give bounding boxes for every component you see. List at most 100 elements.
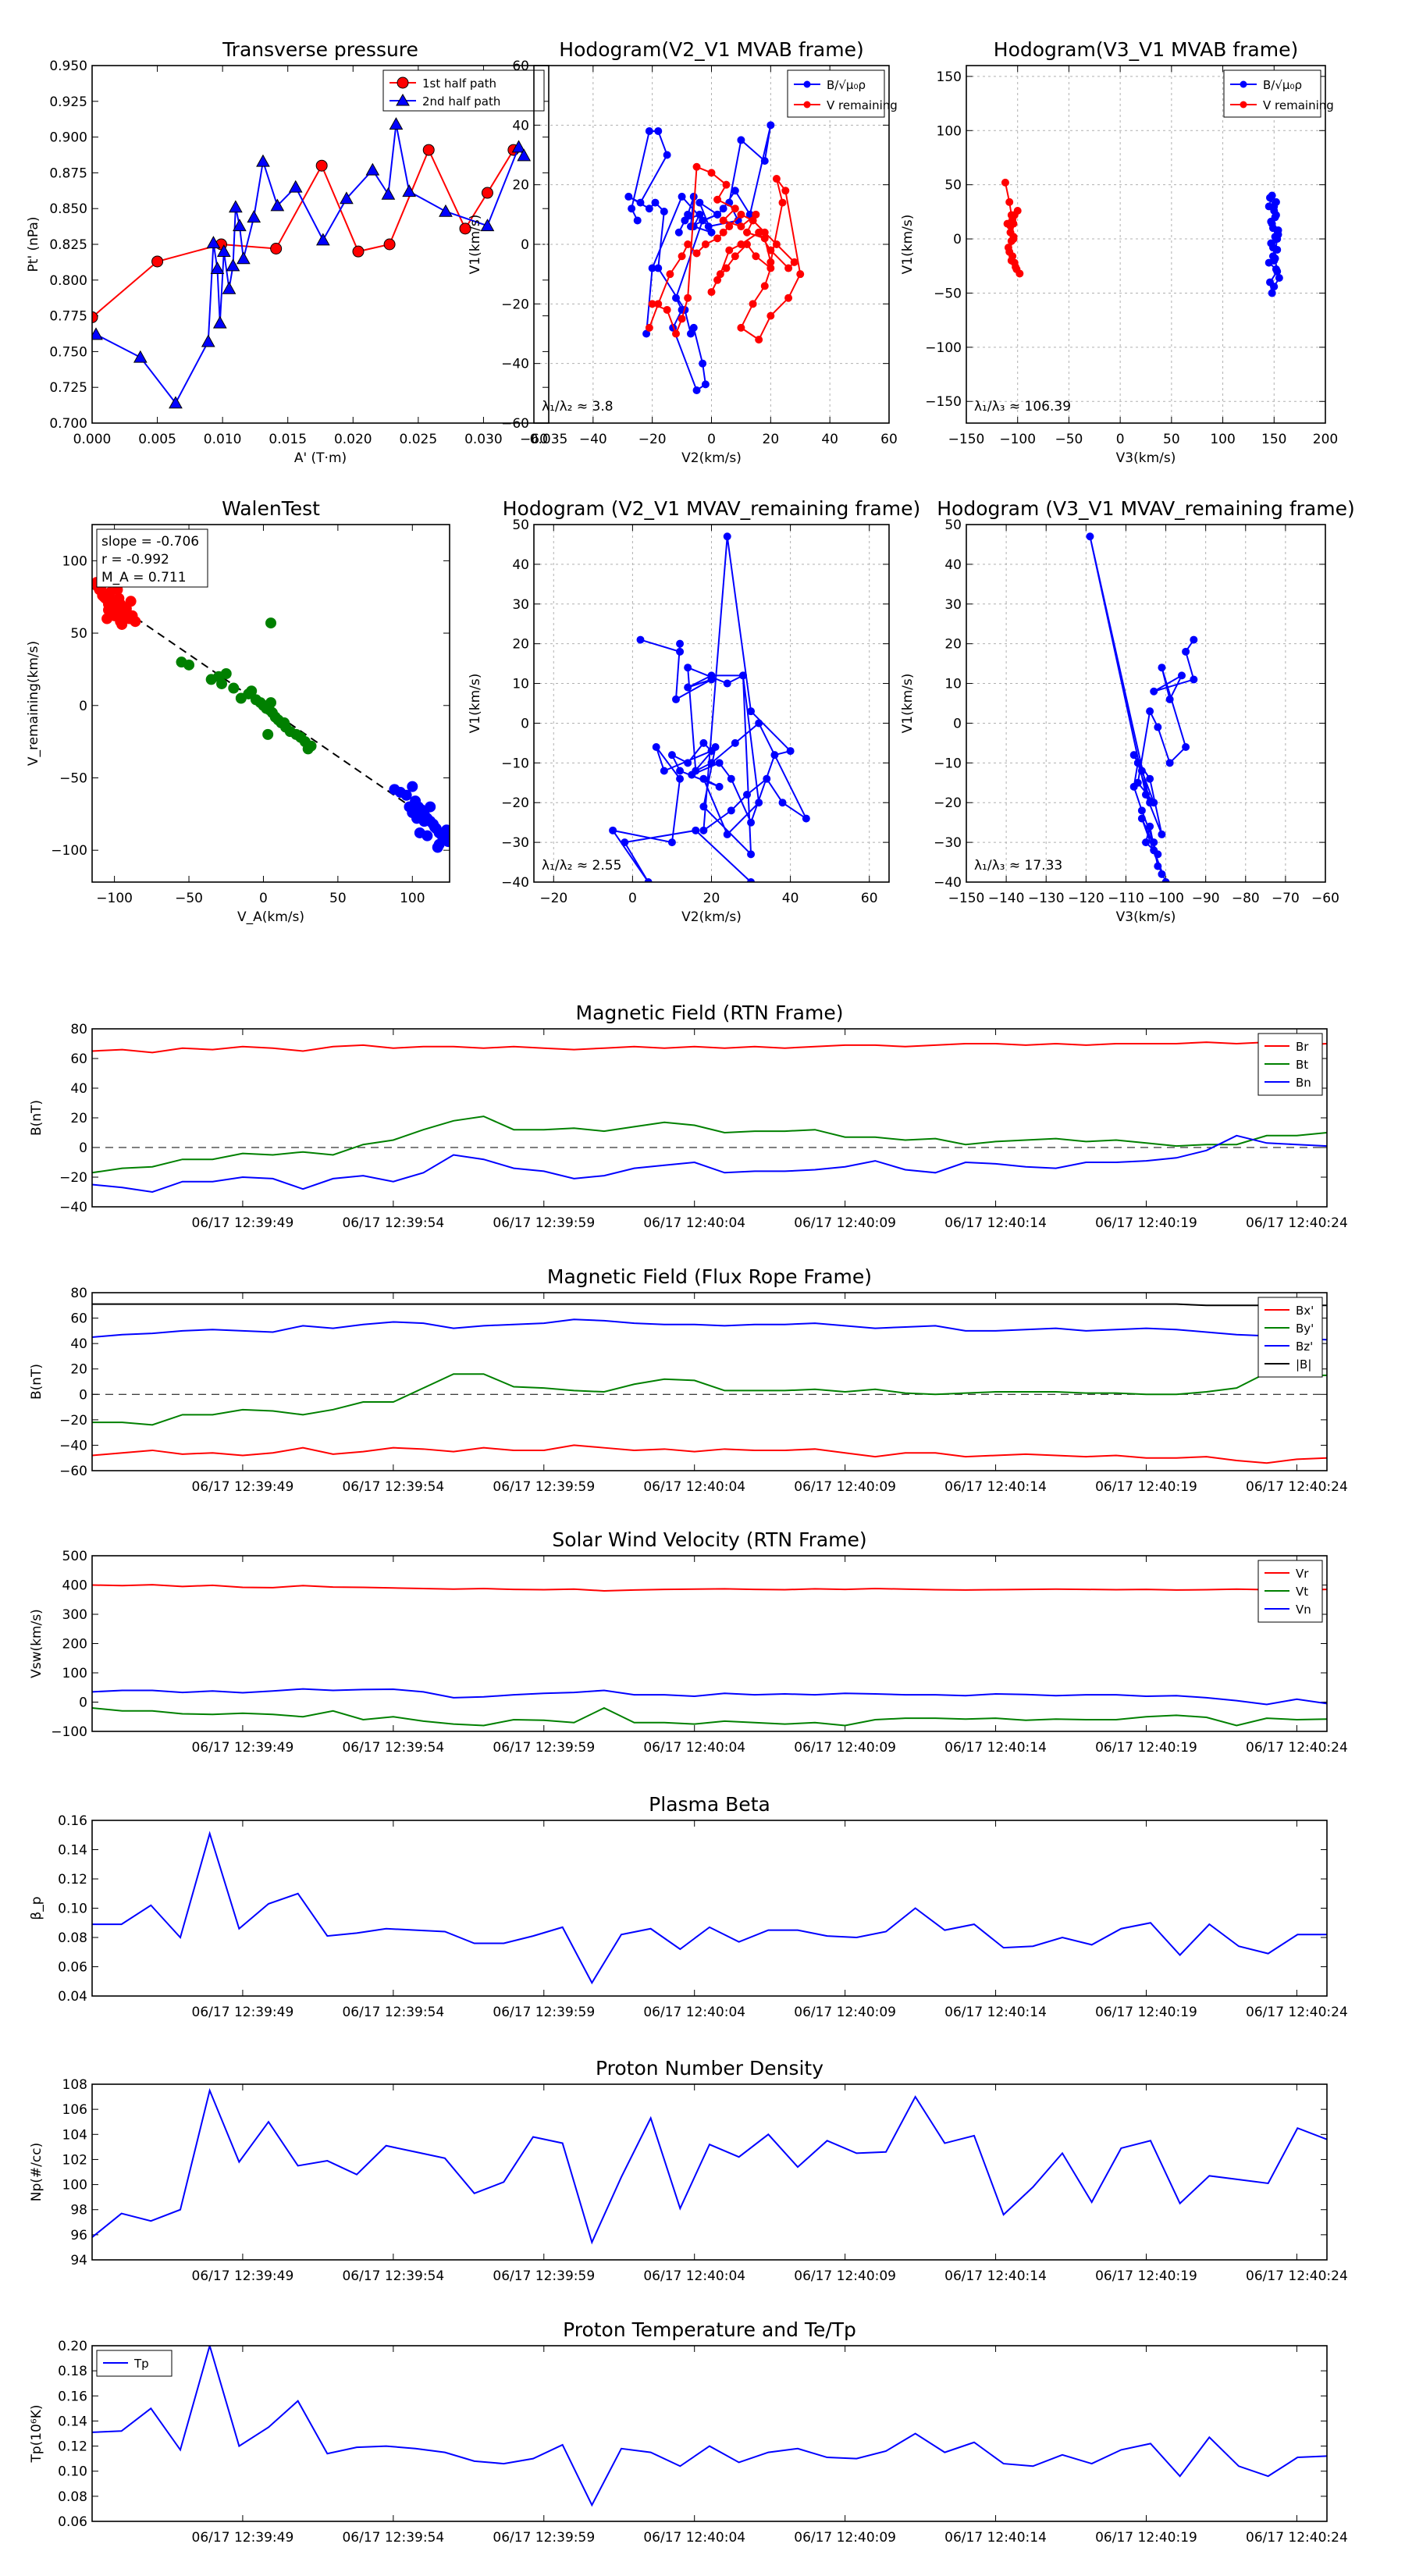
tp-legend-label: 2nd half path	[422, 94, 500, 109]
h1-point	[731, 205, 739, 213]
h4-ytick-label: −10	[934, 756, 962, 771]
h1-point	[672, 329, 680, 338]
mag_fr-series-by-	[92, 1372, 1327, 1426]
tp-ytick-label: 0.850	[49, 201, 87, 217]
tp-point	[210, 262, 225, 275]
mag_rtn-ytick-label: −20	[59, 1170, 87, 1186]
vsw-xtick-label: 06/17 12:39:49	[192, 1740, 294, 1756]
tp-series-1st-half-path	[92, 148, 514, 318]
h3-point	[676, 639, 685, 648]
walen-ytick-label: −100	[51, 843, 87, 859]
beta-title: Plasma Beta	[649, 1793, 770, 1816]
tpt-ytick-label: 0.16	[58, 2389, 87, 2404]
np-ytick-label: 106	[62, 2102, 87, 2118]
beta-chart: Plasma Beta 0.04 0.06 0.08 0.10 0.12 0.14 0.16 0…	[29, 1793, 1348, 2020]
h1-legend-label: B/√μ₀ρ	[827, 78, 866, 92]
tp-point	[389, 117, 404, 130]
h3-point	[723, 532, 731, 541]
tp-point	[439, 204, 453, 217]
h1-xlabel: V2(km/s)	[681, 450, 742, 466]
h3-point	[692, 767, 700, 775]
h2-point	[1268, 224, 1277, 233]
tp-point	[365, 162, 380, 176]
h4-xtick-label: −70	[1272, 891, 1300, 906]
tp-legend-label: 1st half path	[422, 76, 496, 91]
mag_fr-ytick-label: 40	[70, 1336, 87, 1352]
h4-ytick-label: −40	[934, 875, 962, 891]
walen-point	[305, 740, 317, 752]
h3-point	[676, 767, 685, 775]
np-ytick-label: 102	[62, 2152, 87, 2168]
vsw-legend-label: Vt	[1296, 1585, 1308, 1599]
h1-legend-label: V remaining	[827, 98, 898, 112]
walen-xtick-label: 100	[400, 891, 425, 906]
h2-point	[1273, 235, 1282, 244]
tp-ylabel: Pt' (nPa)	[26, 217, 41, 272]
mag_rtn-title: Magnetic Field (RTN Frame)	[576, 1002, 844, 1024]
h1-point	[722, 180, 731, 189]
h4-point	[1150, 846, 1158, 855]
tp-legend-marker	[397, 76, 409, 89]
h3-point	[747, 707, 756, 716]
mag_rtn-xtick-label: 06/17 12:40:09	[794, 1215, 896, 1231]
h1-point	[663, 151, 671, 159]
h3-point	[667, 838, 676, 847]
walen-ylabel: V_remaining(km/s)	[26, 641, 41, 766]
tp-point	[92, 311, 98, 323]
h2-point	[1268, 191, 1276, 200]
tp-point	[256, 154, 270, 167]
mag_rtn-xtick-label: 06/17 12:40:24	[1246, 1215, 1348, 1231]
walen-ytick-label: 100	[62, 553, 87, 569]
h4-xtick-label: −110	[1108, 891, 1144, 906]
walen-point	[404, 801, 415, 813]
tpt-xtick-label: 06/17 12:39:59	[493, 2530, 595, 2546]
h3-point	[676, 774, 685, 783]
h3-ytick-label: −30	[501, 835, 529, 851]
tp-xtick-label: 0.010	[204, 432, 242, 447]
np-title: Proton Number Density	[596, 2057, 823, 2080]
h3-point	[667, 751, 676, 760]
h1-point	[784, 264, 793, 272]
h2-point	[1272, 197, 1280, 206]
mag_fr-series-bx-	[92, 1444, 1327, 1464]
h3-point	[684, 664, 692, 672]
beta-ytick-label: 0.08	[58, 1930, 87, 1946]
h4-point	[1165, 759, 1174, 767]
h3-xtick-label: −20	[539, 891, 567, 906]
h2-ytick-label: 0	[953, 232, 962, 247]
h4-point	[1133, 759, 1142, 767]
h2-xtick-label: 0	[1116, 432, 1125, 447]
h4-xtick-label: −90	[1192, 891, 1220, 906]
h1-point	[719, 228, 727, 237]
h2-ytick-label: 50	[944, 178, 962, 194]
tp-point	[206, 236, 221, 249]
h1-point	[725, 222, 734, 231]
tp-point	[459, 222, 471, 235]
h2-ylabel: V1(km/s)	[900, 215, 916, 275]
h2-ytick-label: −50	[934, 286, 962, 301]
h2-point	[1271, 213, 1279, 222]
tp-ytick-label: 0.725	[49, 380, 87, 396]
h4-series-b	[1089, 536, 1195, 882]
h1-xtick-label: −60	[520, 432, 548, 447]
walen-point	[265, 697, 276, 709]
tpt-ytick-label: 0.10	[58, 2464, 87, 2480]
tp-xtick-label: 0.035	[530, 432, 568, 447]
h1-legend	[787, 69, 885, 118]
mag_rtn-plot-area	[92, 1041, 1327, 1194]
h4-xtick-label: −140	[988, 891, 1025, 906]
np-xtick-label: 06/17 12:40:24	[1246, 2268, 1348, 2284]
mag_rtn-plot-frame	[91, 1028, 1328, 1208]
h4-point	[1146, 822, 1154, 831]
tp-point	[222, 281, 237, 294]
mag_fr-xtick-label: 06/17 12:40:04	[643, 1479, 745, 1495]
vsw-ytick-label: 300	[62, 1607, 87, 1623]
mag_rtn-xtick-label: 06/17 12:39:49	[192, 1215, 294, 1231]
h3-xtick-label: 20	[703, 891, 720, 906]
h3-ylabel: V1(km/s)	[468, 674, 483, 734]
mag_rtn-series-bn	[92, 1134, 1327, 1194]
walen-point	[400, 789, 412, 801]
h3-point	[727, 774, 735, 783]
h1-point	[767, 264, 775, 272]
h3-point	[660, 767, 668, 775]
